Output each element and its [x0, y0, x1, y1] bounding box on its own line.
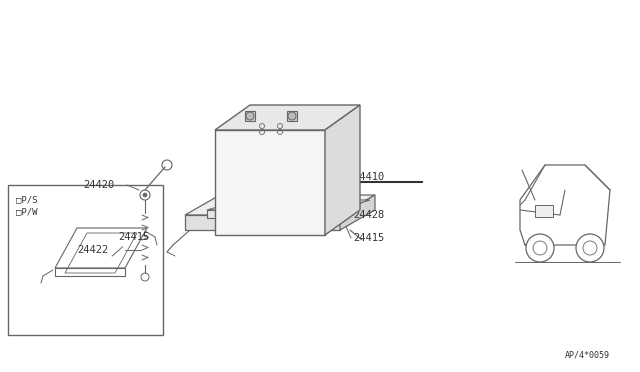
Text: 24420: 24420: [83, 180, 115, 190]
Polygon shape: [215, 105, 360, 130]
Text: AP/4*0059: AP/4*0059: [565, 351, 610, 360]
Circle shape: [288, 112, 296, 120]
Text: 24410: 24410: [353, 172, 384, 182]
Text: 24422: 24422: [77, 245, 108, 255]
Circle shape: [576, 234, 604, 262]
Text: □P/S: □P/S: [16, 195, 38, 204]
Text: 24415: 24415: [353, 233, 384, 243]
Bar: [535, 205, 553, 217]
Polygon shape: [185, 215, 340, 230]
Circle shape: [526, 234, 554, 262]
Polygon shape: [215, 130, 325, 235]
Bar: [287, 111, 297, 121]
Bar: [245, 111, 255, 121]
Text: □P/W: □P/W: [16, 207, 38, 216]
Circle shape: [246, 112, 254, 120]
Polygon shape: [185, 195, 375, 215]
Polygon shape: [207, 200, 370, 210]
Polygon shape: [325, 105, 360, 235]
Polygon shape: [340, 195, 375, 230]
Text: 24415: 24415: [112, 232, 149, 256]
Polygon shape: [207, 210, 335, 218]
Text: 24428: 24428: [353, 210, 384, 220]
Circle shape: [143, 193, 147, 197]
Bar: [8, 185, 163, 335]
